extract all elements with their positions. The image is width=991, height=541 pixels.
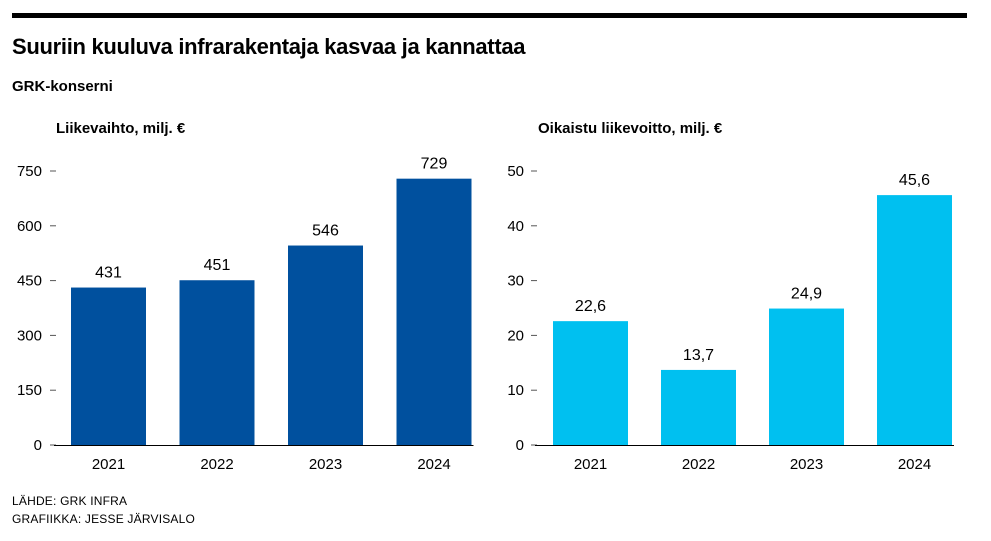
x-tick-label: 2022 — [682, 456, 715, 473]
data-label: 22,6 — [575, 298, 606, 315]
y-tick-label: 20 — [507, 327, 524, 344]
data-label: 431 — [95, 265, 122, 282]
data-label: 24,9 — [791, 286, 822, 303]
y-tick-label: 40 — [507, 218, 524, 235]
y-tick-label: 10 — [507, 382, 524, 399]
x-tick-label: 2021 — [92, 456, 125, 473]
data-label: 546 — [312, 223, 339, 240]
x-tick-label: 2024 — [898, 456, 931, 473]
bar — [396, 178, 472, 445]
y-tick-label: 300 — [17, 327, 42, 344]
y-tick-label: 0 — [516, 437, 524, 454]
y-tick-label: 50 — [507, 163, 524, 180]
y-tick-label: 450 — [17, 273, 42, 290]
data-label: 45,6 — [899, 172, 930, 189]
bar — [179, 280, 255, 445]
bar — [769, 308, 844, 445]
data-label: 13,7 — [683, 347, 714, 364]
x-tick-label: 2023 — [790, 456, 823, 473]
y-tick-label: 600 — [17, 218, 42, 235]
credit-note: GRAFIIKKA: JESSE JÄRVISALO — [12, 512, 196, 526]
data-label: 451 — [204, 257, 231, 274]
y-tick-label: 750 — [17, 163, 42, 180]
y-tick-label: 150 — [17, 382, 42, 399]
page-title: Suuriin kuuluva infrarakentaja kasvaa ja… — [12, 34, 526, 59]
chart-title-revenue: Liikevaihto, milj. € — [56, 120, 186, 137]
x-tick-label: 2023 — [309, 456, 342, 473]
bar — [71, 287, 146, 445]
chart-title-ebit: Oikaistu liikevoitto, milj. € — [538, 120, 723, 137]
bar — [288, 245, 363, 445]
x-tick-label: 2024 — [417, 456, 450, 473]
page-subtitle: GRK-konserni — [12, 78, 113, 95]
bar — [661, 369, 736, 445]
bar — [877, 195, 952, 445]
x-tick-label: 2022 — [200, 456, 233, 473]
source-note: LÄHDE: GRK INFRA — [12, 494, 128, 508]
bar — [553, 321, 628, 445]
y-tick-label: 0 — [34, 437, 42, 454]
top-rule — [12, 13, 967, 18]
data-label: 729 — [421, 156, 448, 173]
x-tick-label: 2021 — [574, 456, 607, 473]
y-tick-label: 30 — [507, 273, 524, 290]
